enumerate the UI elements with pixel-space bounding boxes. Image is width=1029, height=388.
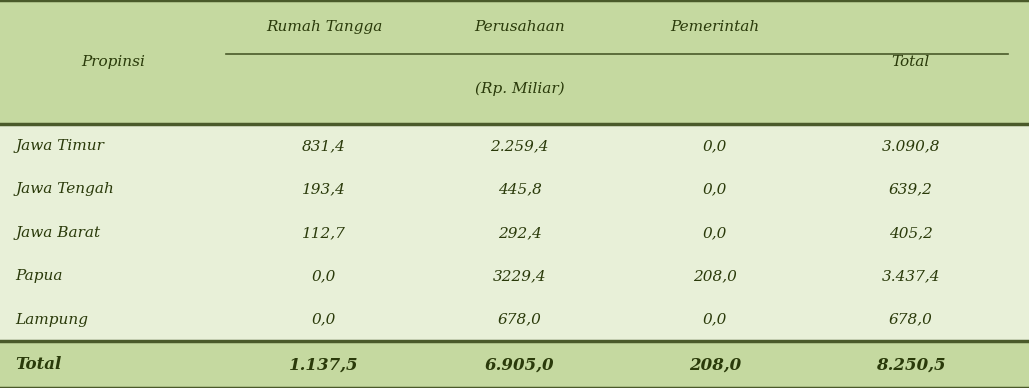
Text: 3.090,8: 3.090,8: [882, 139, 939, 153]
Text: 2.259,4: 2.259,4: [491, 139, 548, 153]
Text: 678,0: 678,0: [889, 313, 932, 327]
Text: Total: Total: [15, 356, 62, 373]
Text: 6.905,0: 6.905,0: [485, 356, 555, 373]
Text: 0,0: 0,0: [312, 313, 336, 327]
Text: 3229,4: 3229,4: [493, 269, 546, 283]
Text: 1.137,5: 1.137,5: [289, 356, 359, 373]
Text: Lampung: Lampung: [15, 313, 88, 327]
Text: Papua: Papua: [15, 269, 63, 283]
Text: Jawa Tengah: Jawa Tengah: [15, 182, 114, 196]
Bar: [0, 0, 1029, 124]
Text: 0,0: 0,0: [703, 182, 728, 196]
Text: 208,0: 208,0: [694, 269, 737, 283]
Text: Rumah Tangga: Rumah Tangga: [265, 20, 383, 34]
Text: Pemerintah: Pemerintah: [671, 20, 759, 34]
Text: 831,4: 831,4: [303, 139, 346, 153]
Text: Jawa Barat: Jawa Barat: [15, 226, 101, 240]
Text: Total: Total: [891, 55, 930, 69]
Text: 445,8: 445,8: [498, 182, 541, 196]
Text: Propinsi: Propinsi: [81, 55, 145, 69]
Bar: [0, 124, 1029, 341]
Text: 0,0: 0,0: [703, 313, 728, 327]
Text: 292,4: 292,4: [498, 226, 541, 240]
Text: 0,0: 0,0: [312, 269, 336, 283]
Text: 639,2: 639,2: [889, 182, 932, 196]
Text: 0,0: 0,0: [703, 226, 728, 240]
Text: 678,0: 678,0: [498, 313, 541, 327]
Text: (Rp. Miliar): (Rp. Miliar): [474, 82, 565, 97]
Text: 0,0: 0,0: [703, 139, 728, 153]
Text: 112,7: 112,7: [303, 226, 346, 240]
Text: 3.437,4: 3.437,4: [882, 269, 939, 283]
Text: 8.250,5: 8.250,5: [876, 356, 946, 373]
Text: 208,0: 208,0: [689, 356, 741, 373]
Text: Jawa Timur: Jawa Timur: [15, 139, 104, 153]
Text: 405,2: 405,2: [889, 226, 932, 240]
Bar: [0, 341, 1029, 388]
Text: Perusahaan: Perusahaan: [474, 20, 565, 34]
Text: 193,4: 193,4: [303, 182, 346, 196]
